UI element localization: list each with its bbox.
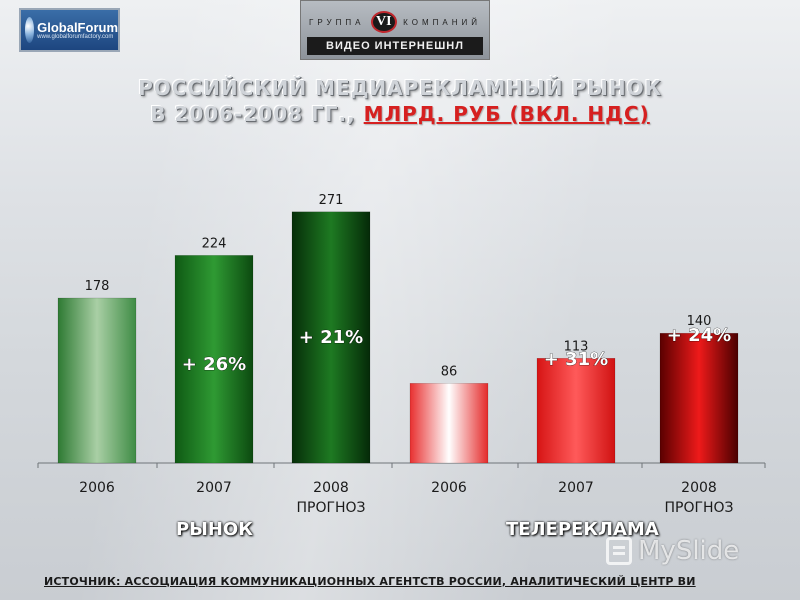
value-label-0: 178 [85,279,110,294]
presentation-icon [606,537,632,565]
category-label-5: 2008 [681,480,717,496]
growth-label-4: + 31% [544,349,608,370]
x-axis-ticks [37,463,766,468]
value-label-1: 224 [202,236,227,251]
myslide-watermark: MySlide [606,536,739,566]
growth-label-1: + 26% [182,354,246,375]
category-sublabel-2: ПРОГНОЗ [296,500,365,516]
globe-icon [25,17,35,43]
chart-title-line1: РОССИЙСКИЙ МЕДИАРЕКЛАМНЫЙ РЫНОК [138,76,662,100]
chart-title-line2: В 2006-2008 ГГ., МЛРД. РУБ (ВКЛ. НДС) [40,102,760,126]
source-note: ИСТОЧНИК: АССОЦИАЦИЯ КОММУНИКАЦИОННЫХ АГ… [44,575,696,588]
bar-2 [291,211,371,464]
logo-group-right: КОМПАНИЙ [403,17,481,27]
chart-title-years: В 2006-2008 ГГ., [150,102,356,126]
group-label-market: РЫНОК [176,519,253,540]
globalforum-logo-site: www.globalforumfactory.com [37,33,114,40]
video-international-logo: ГРУППА VI КОМПАНИЙ ВИДЕО ИНТЕРНЕШНЛ [300,0,490,60]
growth-label-5: + 24% [667,325,731,346]
bars-layer: 178 2006 224 + 26% 2007 271 + 21% 2008 ПРОГНОЗ 86… [57,193,739,516]
value-label-2: 271 [319,193,344,208]
category-sublabel-5: ПРОГНОЗ [664,500,733,516]
category-label-3: 2006 [431,480,467,496]
category-label-1: 2007 [196,480,232,496]
growth-label-2: + 21% [299,327,363,348]
globalforum-logo-name: GlobalForum [37,19,118,35]
category-label-0: 2006 [79,480,115,496]
value-label-5: 140 [687,314,712,329]
bar-3 [409,383,489,464]
globalforum-logo: GlobalForum www.globalforumfactory.com [19,8,120,52]
bar-0 [57,297,137,464]
chart-title-unit: МЛРД. РУБ (ВКЛ. НДС) [363,102,650,126]
group-label-tv: ТЕЛЕРЕКЛАМА [506,519,659,540]
watermark-text: MySlide [638,536,740,566]
value-label-3: 86 [441,364,458,379]
bar-1 [174,255,254,464]
category-label-2: 2008 [313,480,349,496]
category-label-4: 2007 [558,480,594,496]
bar-5 [659,332,739,464]
logo-brand-name: ВИДЕО ИНТЕРНЕШНЛ [307,37,483,55]
logo-group-left: ГРУППА [309,17,365,27]
bar-4 [536,358,616,464]
value-label-4: 113 [564,339,589,354]
vi-mark-icon: VI [370,11,397,33]
